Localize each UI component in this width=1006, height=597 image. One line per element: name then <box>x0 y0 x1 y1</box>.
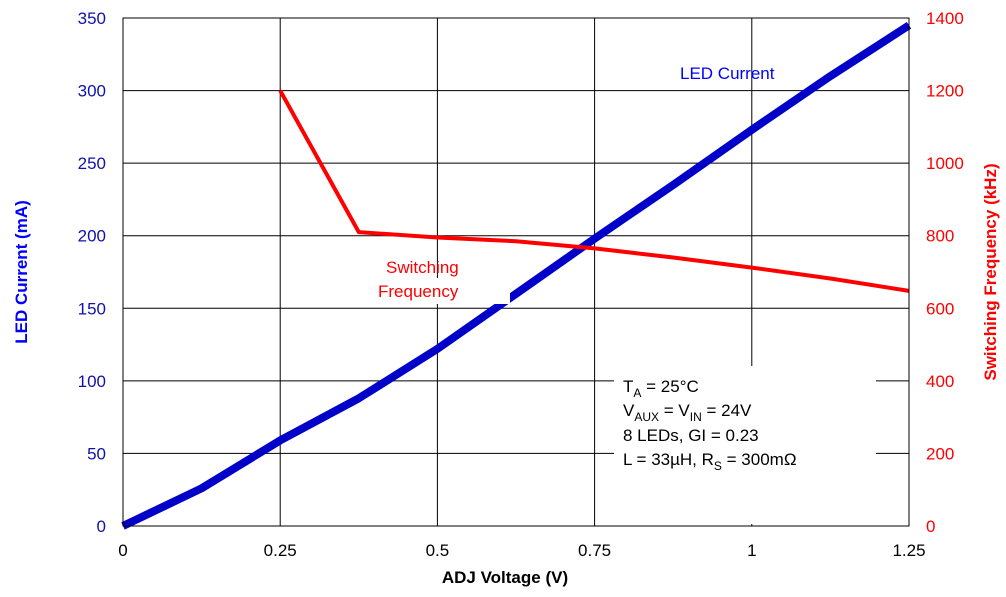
x-tick-label: 0 <box>118 541 127 560</box>
y-right-tick-label: 800 <box>926 227 954 246</box>
switching-annotation-line1: Switching <box>386 258 459 277</box>
led-current-annotation: LED Current <box>680 64 775 83</box>
y-left-tick-label: 200 <box>78 227 106 246</box>
x-axis-ticks: 0 0.25 0.5 0.75 1 1.25 <box>118 541 925 560</box>
y-left-tick-label: 100 <box>78 372 106 391</box>
y-left-tick-label: 150 <box>78 299 106 318</box>
led-current-line <box>121 21 912 530</box>
switching-label-bg <box>378 278 510 304</box>
plot-frame <box>122 17 910 527</box>
y-left-tick-label: 300 <box>78 82 106 101</box>
x-tick-label: 0.25 <box>264 541 297 560</box>
series-layer <box>121 21 912 530</box>
conditions-box <box>614 366 876 524</box>
y-right-tick-label: 0 <box>926 517 935 536</box>
right-axis-ticks: 0 200 400 600 800 1000 1200 1400 <box>926 9 964 536</box>
y-left-tick-label: 350 <box>78 9 106 28</box>
switching-annotation-line2: Frequency <box>378 282 459 301</box>
x-tick-label: 1 <box>747 541 756 560</box>
y-right-tick-label: 400 <box>926 372 954 391</box>
condition-leds: 8 LEDs, GI = 0.23 <box>623 426 759 445</box>
left-axis-title: LED Current (mA) <box>12 200 31 344</box>
y-left-tick-label: 50 <box>87 444 106 463</box>
y-right-tick-label: 1400 <box>926 9 964 28</box>
y-right-tick-label: 600 <box>926 299 954 318</box>
x-axis-title: ADJ Voltage (V) <box>442 568 568 587</box>
x-tick-label: 1.25 <box>892 541 925 560</box>
right-axis-title: Switching Frequency (kHz) <box>981 163 1000 380</box>
y-right-tick-label: 1000 <box>926 154 964 173</box>
condition-inductor: L = 33µH, RS = 300mΩ <box>623 450 797 473</box>
x-tick-label: 0.75 <box>578 541 611 560</box>
y-right-tick-label: 1200 <box>926 82 964 101</box>
switching-frequency-line <box>278 89 910 293</box>
x-tick-label: 0.5 <box>426 541 450 560</box>
condition-temperature: TA = 25°C <box>623 377 699 400</box>
y-left-tick-label: 250 <box>78 154 106 173</box>
left-axis-ticks: 0 50 100 150 200 250 300 350 <box>78 9 106 536</box>
condition-voltage: VAUX = VIN = 24V <box>623 401 752 424</box>
y-right-tick-label: 200 <box>926 444 954 463</box>
y-left-tick-label: 0 <box>97 517 106 536</box>
